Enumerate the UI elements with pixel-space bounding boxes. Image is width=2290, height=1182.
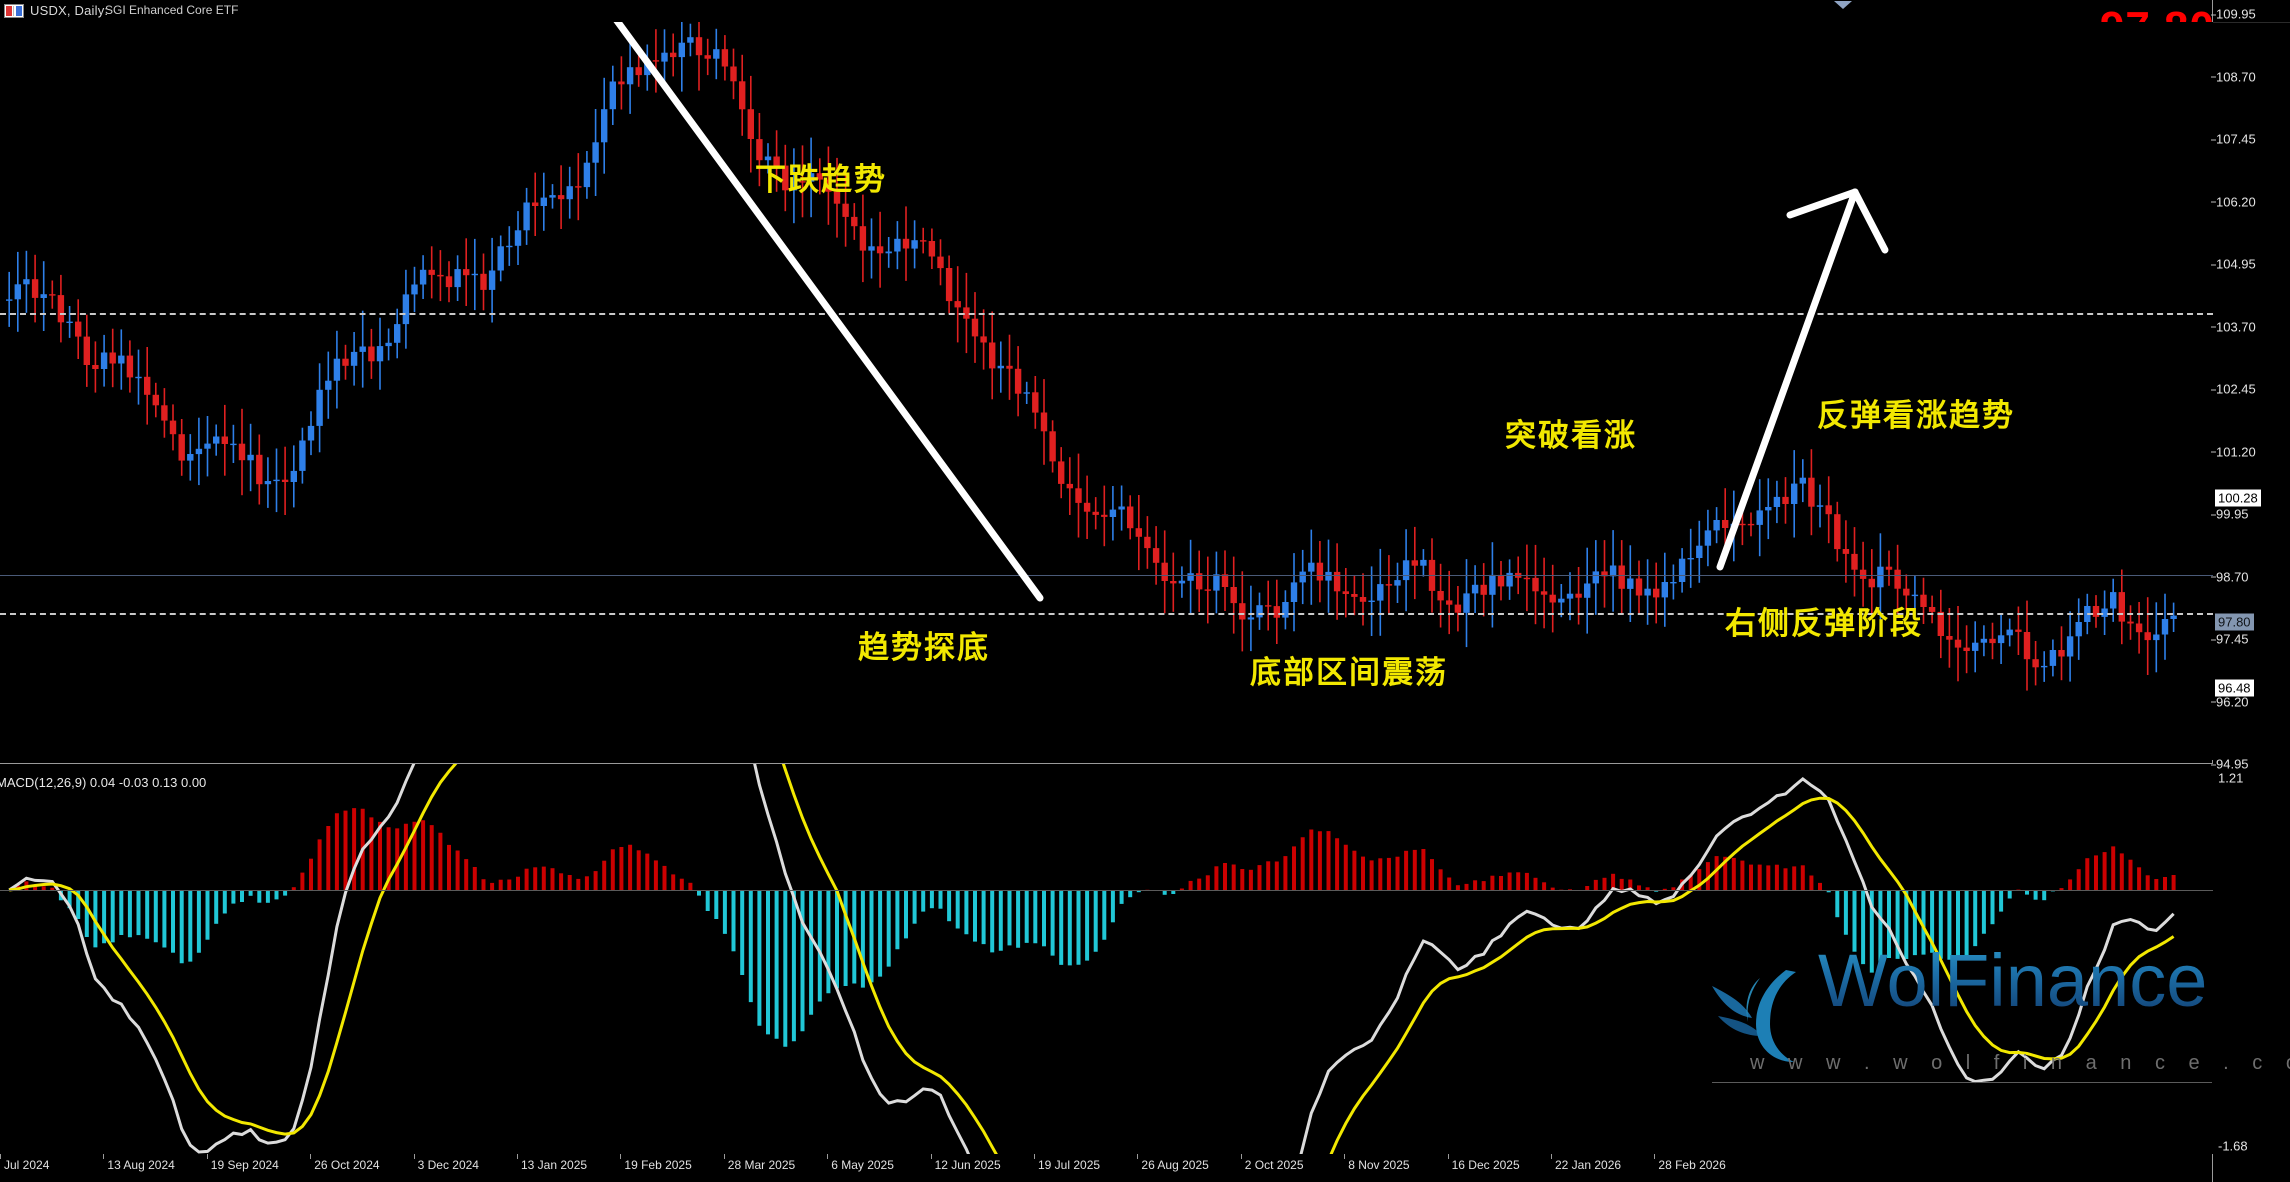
time-axis-tickmark — [517, 1154, 518, 1159]
price-axis-tick: 101.20 — [2211, 444, 2256, 459]
price-level-tag[interactable]: 96.48 — [2215, 679, 2254, 696]
price-axis-tick: 107.45 — [2211, 132, 2256, 147]
time-axis-tickmark — [413, 1154, 415, 1159]
price-axis-tick: 109.95 — [2211, 7, 2256, 22]
up-arrow-annotation — [1716, 188, 1889, 571]
downtrend-line — [613, 22, 1044, 602]
time-axis-tickmark — [1551, 1154, 1552, 1159]
time-axis-tickmark — [827, 1154, 829, 1159]
price-axis-tick: 96.20 — [2211, 694, 2249, 709]
time-axis-tickmark — [930, 1154, 932, 1159]
time-axis-label: 2 Oct 2025 — [1244, 1158, 1304, 1172]
macd-axis-tick: -1.68 — [2218, 1138, 2248, 1154]
time-axis-label: Jul 2024 — [4, 1158, 50, 1172]
macd-series — [8, 764, 2176, 1154]
time-axis-tickmark — [103, 1154, 105, 1159]
macd-axis-tick: 1.21 — [2218, 770, 2244, 786]
price-pane[interactable]: 下跌趋势 趋势探底 底部区间震荡 突破看涨 反弹看涨趋势 右侧反弹阶段 — [0, 22, 2213, 760]
reference-line-96-48 — [0, 613, 2213, 615]
symbol-description: SGI Enhanced Core ETF — [105, 3, 239, 17]
time-axis-label: 13 Jan 2025 — [521, 1158, 588, 1172]
time-axis-label: 26 Oct 2024 — [314, 1158, 380, 1172]
time-axis-tickmark — [1447, 1154, 1449, 1159]
time-axis-label: 19 Feb 2025 — [624, 1158, 692, 1172]
time-axis-tickmark — [1654, 1154, 1656, 1159]
symbol-label: USDX, Daily: — [30, 3, 109, 18]
watermark-divider — [1712, 1082, 2212, 1083]
time-axis-tickmark — [723, 1154, 725, 1159]
price-axis-tick: 94.95 — [2211, 757, 2249, 772]
time-axis-label: 13 Aug 2024 — [107, 1158, 175, 1172]
current-price-line — [0, 575, 2213, 576]
candlestick-series — [6, 22, 2177, 691]
price-axis-tick: 97.45 — [2211, 632, 2249, 647]
time-axis-label: 3 Dec 2024 — [417, 1158, 479, 1172]
anno-rebound-bullish-trend: 反弹看涨趋势 — [1817, 398, 2015, 434]
price-axis-tick: 106.20 — [2211, 194, 2256, 209]
current-price-tag[interactable]: 97.80 — [2215, 613, 2254, 630]
macd-pane[interactable] — [0, 764, 2213, 1154]
anno-bottoming: 趋势探底 — [858, 630, 990, 666]
anno-range-oscillation: 底部区间震荡 — [1250, 655, 1448, 691]
time-axis-tickmark — [1034, 1154, 1035, 1159]
price-axis-tick: 103.70 — [2211, 319, 2256, 334]
macd-indicator-label: MACD(12,26,9) 0.04 -0.03 0.13 0.00 — [0, 775, 207, 790]
time-axis-tickmark — [1137, 1154, 1139, 1159]
time-axis-label: 19 Jul 2025 — [1038, 1158, 1101, 1172]
macd-pane-top-border — [0, 763, 2213, 764]
time-axis-tickmark — [206, 1154, 208, 1159]
chart-header-bar: USDX, Daily: SGI Enhanced Core ETF — [0, 0, 2290, 23]
time-axis-label: 8 Nov 2025 — [1348, 1158, 1410, 1172]
price-axis-tick: 108.70 — [2211, 69, 2256, 84]
time-axis-tickmark — [0, 1154, 1, 1159]
time-axis-label: 16 Dec 2025 — [1451, 1158, 1520, 1172]
us-flag-icon — [4, 4, 24, 18]
price-level-tag[interactable]: 100.28 — [2215, 489, 2261, 506]
time-axis-label: 19 Sep 2024 — [210, 1158, 279, 1172]
drawn-trend-lines[interactable] — [0, 22, 2213, 760]
anno-bullish-breakout: 突破看涨 — [1505, 418, 1637, 454]
chevron-down-icon[interactable] — [1834, 1, 1852, 9]
anno-right-side-rebound: 右侧反弹阶段 — [1725, 606, 1923, 642]
time-axis-label: 12 Jun 2025 — [934, 1158, 1001, 1172]
time-axis-label: 22 Jan 2026 — [1555, 1158, 1622, 1172]
time-axis-tickmark — [310, 1154, 312, 1159]
price-axis-tick: 99.95 — [2211, 507, 2249, 522]
price-axis-tick: 102.45 — [2211, 382, 2256, 397]
time-axis-label: 28 Feb 2026 — [1658, 1158, 1726, 1172]
macd-zero-line — [0, 890, 2213, 891]
price-axis-tick: 104.95 — [2211, 257, 2256, 272]
time-axis-label: 6 May 2025 — [831, 1158, 894, 1172]
time-axis-tickmark — [1344, 1154, 1346, 1159]
time-axis-tickmark — [620, 1154, 622, 1159]
price-axis-tick: 98.70 — [2211, 569, 2249, 584]
time-axis-tickmark — [1240, 1154, 1242, 1159]
anno-downtrend: 下跌趋势 — [755, 162, 887, 198]
time-axis-label: 26 Aug 2025 — [1141, 1158, 1209, 1172]
time-axis-label: 28 Mar 2025 — [727, 1158, 796, 1172]
reference-line-100-28 — [0, 313, 2213, 315]
